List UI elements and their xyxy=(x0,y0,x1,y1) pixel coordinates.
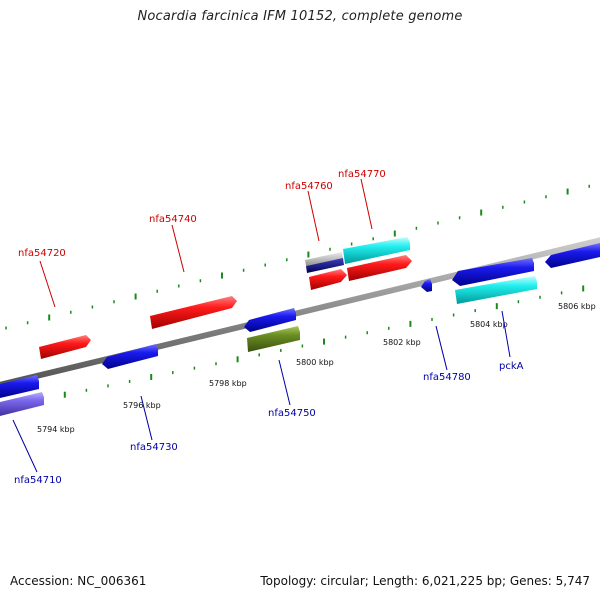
label-pckA[interactable]: pckA xyxy=(499,361,524,372)
gene-nfa54740-arrow[interactable] xyxy=(150,296,237,329)
scale-label-5802: 5802 kbp xyxy=(383,338,421,347)
forward-strand-ticks xyxy=(5,184,590,330)
callout-nfa54750 xyxy=(278,359,291,406)
label-nfa54780[interactable]: nfa54780 xyxy=(423,372,471,383)
callout-nfa54730 xyxy=(140,395,153,441)
gene-nfa54760-navy-bar[interactable] xyxy=(306,258,344,273)
label-nfa54720[interactable]: nfa54720 xyxy=(18,248,66,259)
label-nfa54750[interactable]: nfa54750 xyxy=(268,408,316,419)
gene-right-blue-arrow[interactable] xyxy=(545,243,600,268)
gene-pckA-arrow[interactable] xyxy=(452,258,534,286)
scale-label-5800: 5800 kbp xyxy=(296,358,334,367)
label-nfa54730[interactable]: nfa54730 xyxy=(130,442,178,453)
label-nfa54740[interactable]: nfa54740 xyxy=(149,214,197,225)
reverse-strand-ticks xyxy=(0,285,585,410)
scale-label-5796: 5796 kbp xyxy=(123,401,161,410)
callout-nfa54780 xyxy=(435,325,448,371)
gene-nfa54750-arrow[interactable] xyxy=(244,308,296,332)
gene-nfa54770-arrow[interactable] xyxy=(343,237,410,264)
scale-label-5806: 5806 kbp xyxy=(558,302,596,311)
gene-nfa54720-arrow[interactable] xyxy=(39,335,91,359)
gene-nfa54750-olive-bar[interactable] xyxy=(247,326,300,352)
accession-text: Accession: NC_006361 xyxy=(10,574,147,588)
callout-nfa54710 xyxy=(12,419,38,473)
gene-nfa54760-arrow[interactable] xyxy=(309,269,347,290)
gene-nfa54710-slate-bar[interactable] xyxy=(0,392,44,416)
gene-nfa54760-gray-bar[interactable] xyxy=(305,252,343,266)
label-nfa54770[interactable]: nfa54770 xyxy=(338,169,386,180)
gene-pckA-cyan-bar[interactable] xyxy=(455,276,537,304)
scale-label-5804: 5804 kbp xyxy=(470,320,508,329)
callout-nfa54720 xyxy=(39,260,56,308)
gene-forward-red-arrow[interactable] xyxy=(347,255,412,281)
callout-pckA xyxy=(501,310,511,358)
gene-nfa54780-arrow[interactable] xyxy=(421,279,432,292)
scale-label-5794: 5794 kbp xyxy=(37,425,75,434)
scale-label-5798: 5798 kbp xyxy=(209,379,247,388)
callout-nfa54740 xyxy=(171,224,185,273)
label-nfa54710[interactable]: nfa54710 xyxy=(14,475,62,486)
callout-nfa54770 xyxy=(360,178,373,230)
gene-nfa54730-arrow[interactable] xyxy=(102,344,158,369)
genome-summary-text: Topology: circular; Length: 6,021,225 bp… xyxy=(260,574,590,588)
gene-nfa54710-arrow[interactable] xyxy=(0,375,39,398)
label-nfa54760[interactable]: nfa54760 xyxy=(285,181,333,192)
callout-nfa54760 xyxy=(307,190,320,242)
map-title: Nocardia farcinica IFM 10152, complete g… xyxy=(137,9,463,24)
